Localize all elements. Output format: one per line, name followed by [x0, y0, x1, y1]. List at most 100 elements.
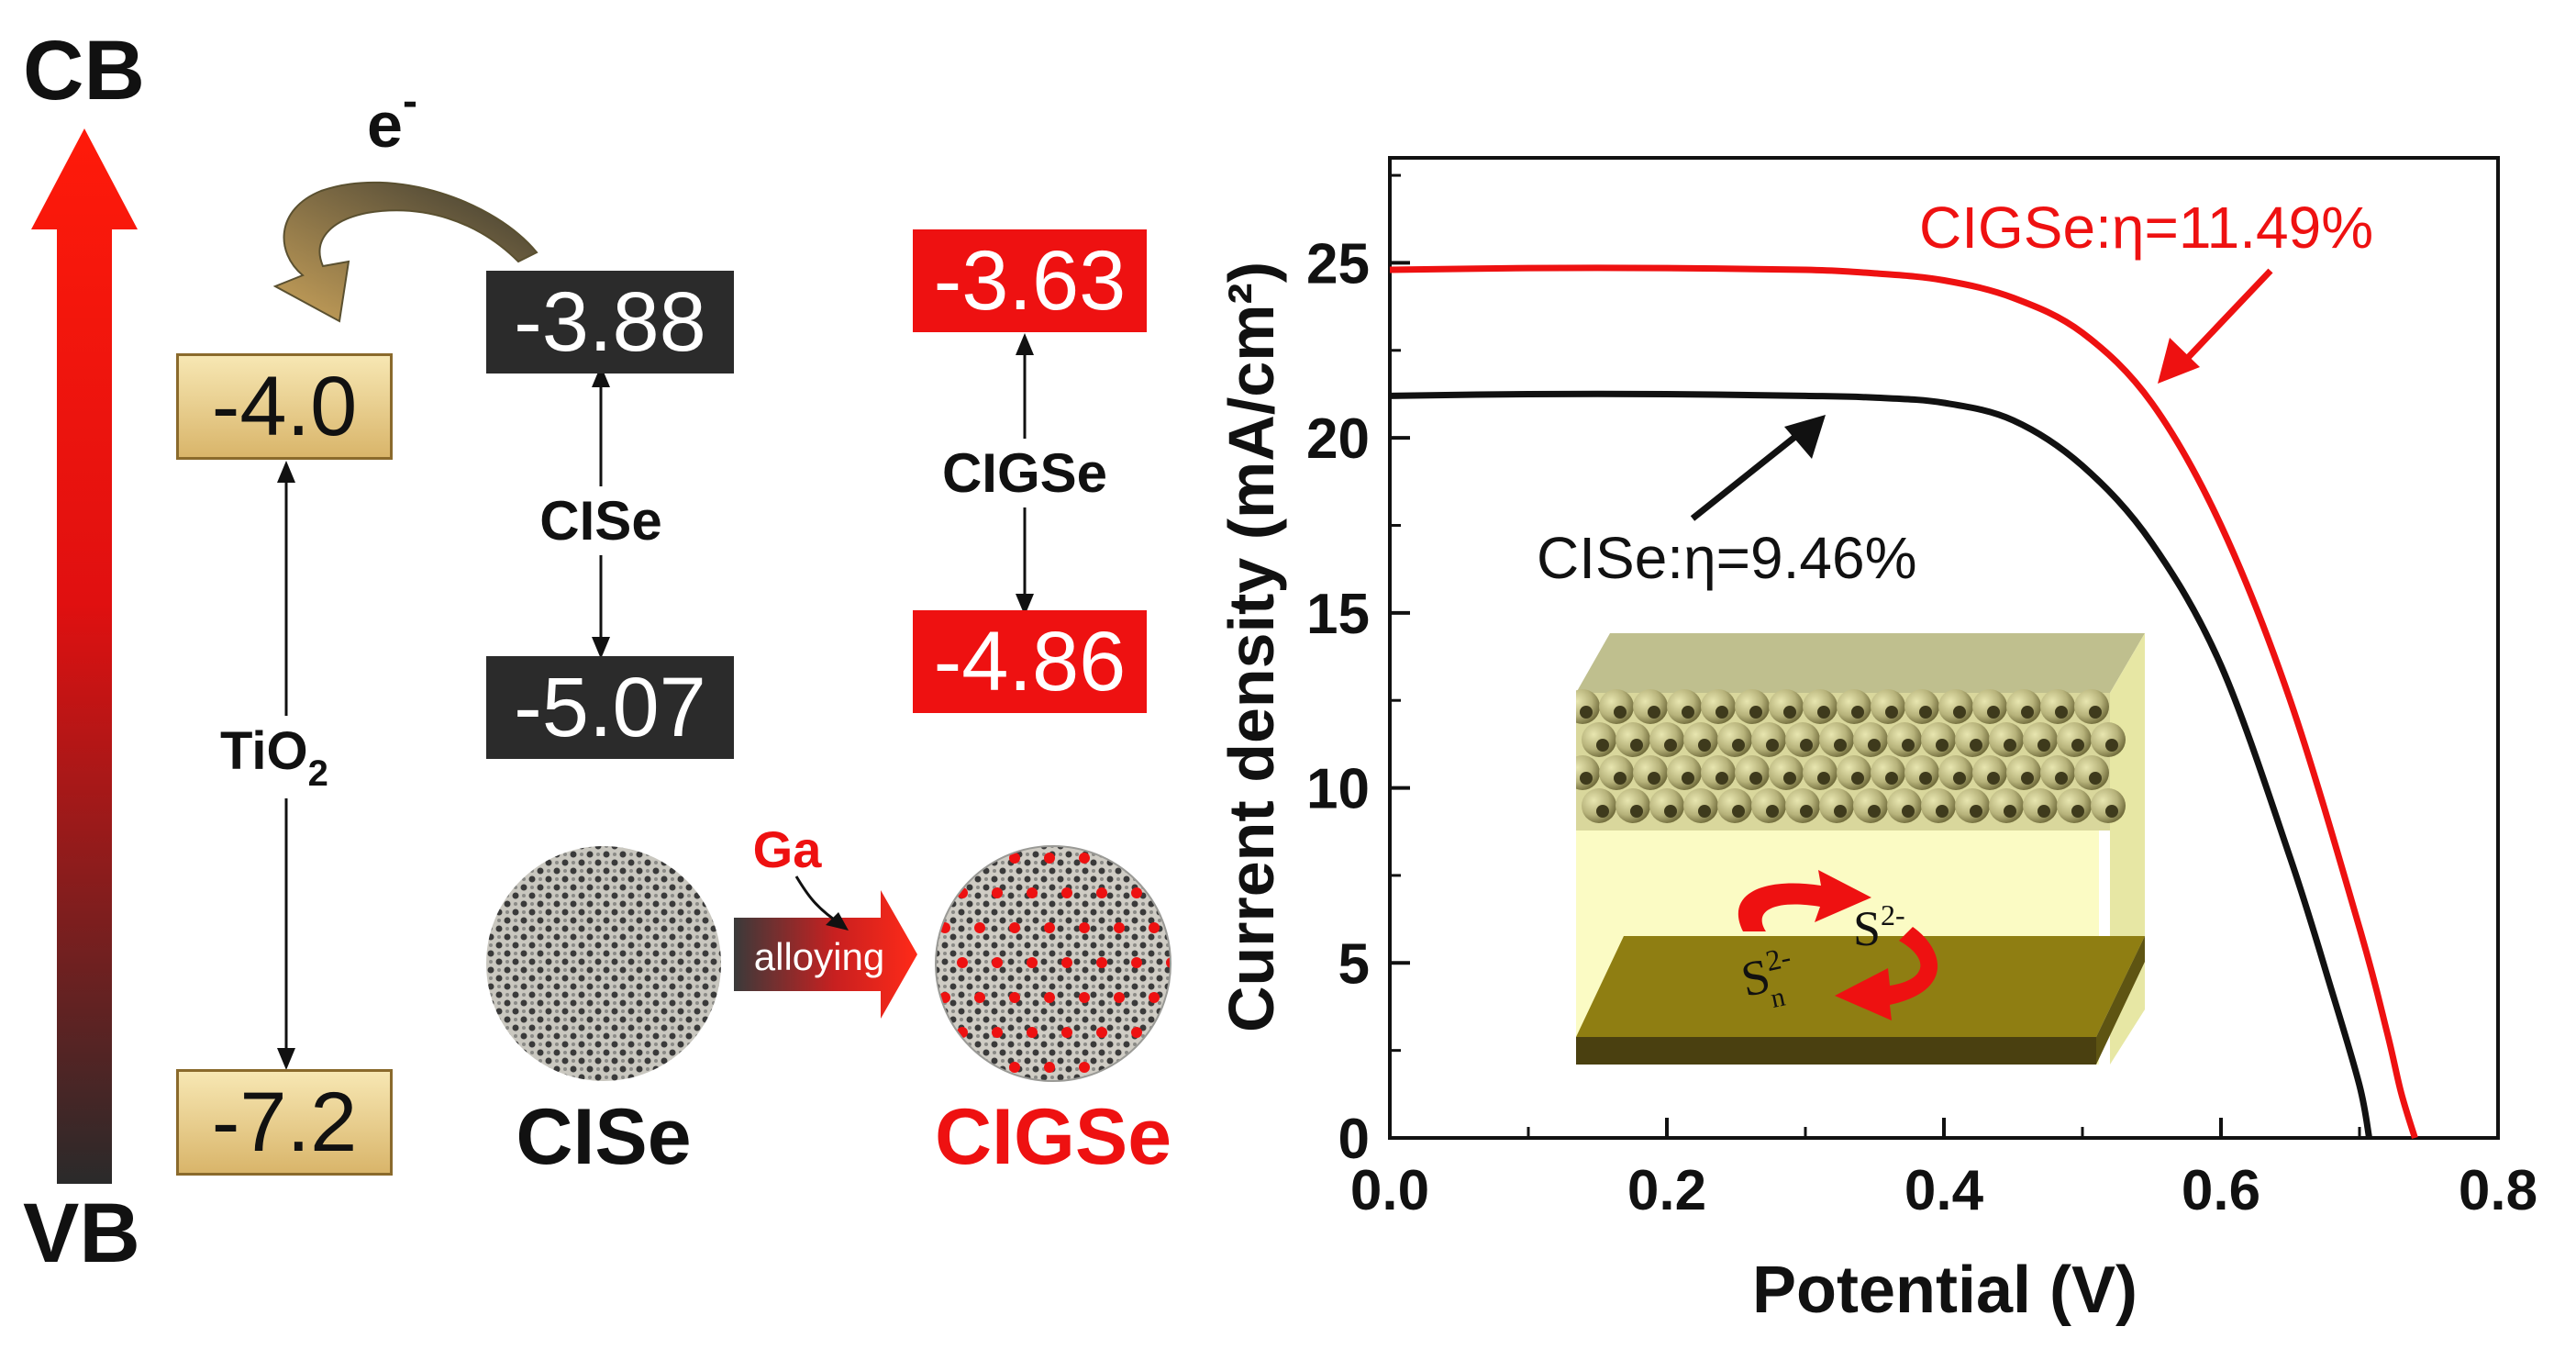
sphere-pore [1953, 772, 1966, 785]
ga-label: Ga [753, 820, 823, 878]
sphere-pore [1970, 805, 1982, 818]
sphere-pore [1580, 772, 1593, 785]
cigse-cb-box: -3.63 [913, 229, 1147, 332]
sphere [2074, 689, 2109, 724]
ga-dot [1166, 887, 1171, 898]
sphere-pore [1580, 706, 1593, 719]
ga-dot [1027, 957, 1038, 968]
jv-chart: S2- S2-n 0 5 10 15 20 25 0.0 0.2 0.4 0.6 0.8 Pote… [1216, 156, 2537, 1327]
sphere [2006, 755, 2041, 790]
tio2-levels: TiO2 [216, 461, 358, 1070]
sphere-pore [1648, 706, 1660, 719]
cise-annotation: CISe:η=9.46% [1537, 525, 1917, 591]
ga-dot [1009, 922, 1020, 933]
sphere-pore [1868, 805, 1881, 818]
ga-dot [1166, 957, 1171, 968]
sphere-pore [1919, 706, 1932, 719]
inset-ion-s2: S2- [1853, 898, 1905, 956]
cigse-annotation-arrow [2181, 268, 2273, 365]
sphere-pore [1630, 805, 1643, 818]
sphere [2023, 788, 2058, 823]
sphere-pore [1596, 739, 1609, 752]
sphere [1904, 689, 1939, 724]
ga-dot [1149, 992, 1160, 1003]
sphere [1785, 788, 1820, 823]
alloying-illustration: alloying Ga CISe CIGSe [486, 820, 1171, 1181]
redox-cycle-arrow-top [1738, 870, 1871, 931]
sphere-pore [1682, 706, 1694, 719]
y-tick-label: 25 [1306, 232, 1370, 295]
sphere [1576, 689, 1600, 724]
cise-cb-box: -3.88 [486, 271, 734, 373]
y-axis-ticks: 0 5 10 15 20 25 [1306, 173, 1410, 1171]
ga-dot [939, 1062, 950, 1073]
redox-cycle-arrow-bottom [1835, 927, 1938, 1020]
sphere-pore [1766, 805, 1779, 818]
cigse-annotation: CIGSe:η=11.49% [1919, 195, 2373, 261]
sphere-pore [2055, 772, 2068, 785]
x-tick-label: 0.2 [1627, 1159, 1706, 1222]
ga-dot [974, 853, 985, 864]
sphere [1837, 755, 1871, 790]
sphere-pore [1970, 739, 1982, 752]
sphere-pore [1614, 706, 1627, 719]
x-axis-ticks: 0.0 0.2 0.4 0.6 0.8 [1350, 1118, 2537, 1222]
ga-dot [1096, 957, 1107, 968]
sphere-pore [2004, 739, 2016, 752]
sphere-pore [1885, 772, 1898, 785]
x-tick-label: 0.4 [1904, 1159, 1984, 1222]
sphere-pore [2004, 805, 2016, 818]
ga-dot [1009, 992, 1020, 1003]
sphere-pore [1936, 805, 1949, 818]
sphere-pore [1698, 805, 1711, 818]
ga-dot [957, 957, 968, 968]
ga-dot [974, 922, 985, 933]
ga-dot [992, 957, 1003, 968]
cigse-vb-box: -4.86 [913, 610, 1147, 713]
sphere [1667, 689, 1702, 724]
tio2-label-bg [216, 716, 358, 798]
sphere [2091, 722, 2126, 757]
ga-dot [939, 853, 950, 864]
cigse-gap-label: CIGSe [942, 442, 1107, 504]
tio2-arrowhead-up [277, 461, 295, 483]
sphere-pore [1648, 772, 1660, 785]
sphere-pore [1749, 772, 1762, 785]
sphere-pore [1936, 739, 1949, 752]
sphere [2074, 755, 2109, 790]
cigse-annotation-arrowhead [2158, 338, 2200, 384]
sphere [1853, 722, 1888, 757]
sphere-pore [1783, 706, 1796, 719]
sphere-pore [1834, 805, 1847, 818]
sphere-pore [1800, 739, 1813, 752]
tio2-label: TiO2 [220, 721, 328, 794]
x-axis-label: Potential (V) [1752, 1254, 2137, 1327]
cise-particle [486, 846, 721, 1081]
ga-dot [1027, 887, 1038, 898]
x-tick-label: 0.8 [2459, 1159, 2537, 1222]
sphere-pore [1732, 805, 1745, 818]
sphere [1819, 722, 1854, 757]
sphere-pore [1596, 805, 1609, 818]
cigse-gap-label-bg [908, 439, 1142, 507]
y-axis-label: Current density (mA/cm²) [1216, 262, 1287, 1032]
ga-dot [1061, 957, 1072, 968]
ga-dot [1096, 887, 1107, 898]
sphere-pore [2021, 706, 2034, 719]
cise-annotation-arrow [1690, 433, 1799, 521]
sphere [1989, 788, 2024, 823]
sphere-pore [1817, 772, 1830, 785]
sphere [1701, 755, 1736, 790]
sphere [1989, 722, 2024, 757]
sphere-pore [1766, 739, 1779, 752]
jv-curve-cise [1389, 390, 2373, 1139]
y-tick-label: 15 [1306, 583, 1370, 646]
cb-label: CB [23, 24, 145, 117]
cigse-levels: CIGSe [908, 333, 1142, 616]
ga-dot [1009, 853, 1020, 864]
ga-dot [1061, 1027, 1072, 1038]
sphere [1616, 788, 1650, 823]
sphere [1871, 755, 1905, 790]
sphere [1751, 788, 1786, 823]
sphere-pore [2071, 805, 2084, 818]
